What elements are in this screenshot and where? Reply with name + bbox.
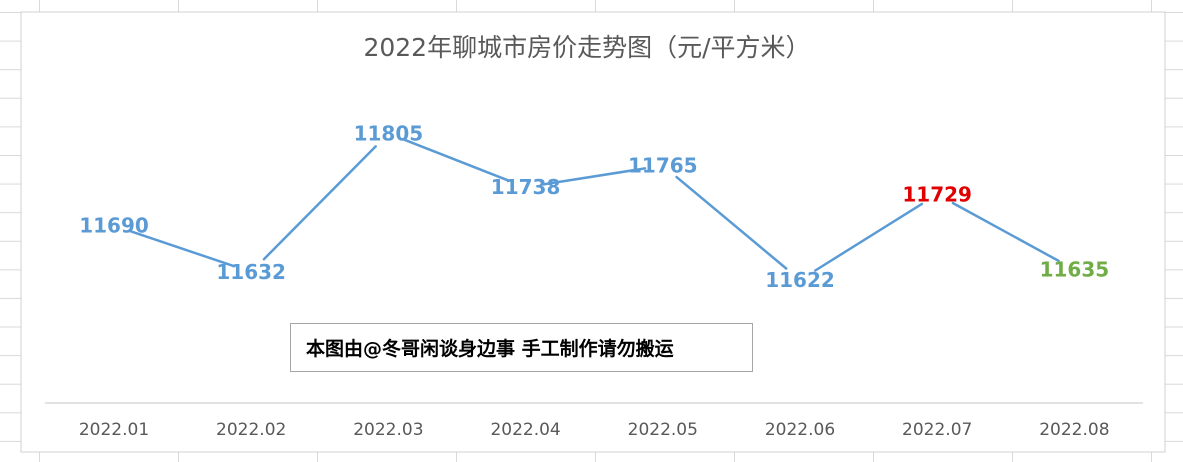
series-line-segment (675, 175, 788, 270)
data-label: 11632 (216, 260, 286, 284)
x-tick-label: 2022.08 (1039, 420, 1109, 440)
data-label: 11805 (354, 122, 424, 146)
series-line-segment (262, 145, 377, 261)
watermark-text: 本图由@冬哥闲谈身边事 手工制作请勿搬运 (306, 338, 674, 360)
x-tick-label: 2022.04 (490, 420, 560, 440)
chart-area (20, 11, 1166, 453)
data-label: 11729 (902, 182, 972, 206)
x-tick-label: 2022.01 (79, 420, 149, 440)
data-label: 11690 (79, 214, 149, 238)
x-tick-label: 2022.02 (216, 420, 286, 440)
data-label: 11622 (765, 268, 835, 292)
series-line-segment (951, 201, 1060, 263)
x-tick-labels: 2022.01 2022.02 2022.03 2022.04 2022.05 2022.… (79, 420, 1110, 440)
series-layer (129, 138, 1060, 272)
data-label: 11765 (628, 154, 698, 178)
data-label: 11635 (1040, 258, 1110, 282)
series-line-segment (814, 202, 924, 272)
watermark-box: 本图由@冬哥闲谈身边事 手工制作请勿搬运 (290, 323, 753, 372)
data-label: 11738 (491, 175, 561, 199)
chart-title: 2022年聊城市房价走势图（元/平方米） (363, 33, 810, 62)
series-line-segment (129, 230, 236, 268)
x-tick-label: 2022.05 (628, 420, 698, 440)
x-tick-label: 2022.06 (765, 420, 835, 440)
series-line-segment (403, 138, 511, 182)
series-line-segment (542, 167, 647, 186)
x-tick-label: 2022.03 (353, 420, 423, 440)
data-labels: 11690 11632 11805 11738 11765 11622 11729 11635 (79, 122, 1109, 292)
x-tick-label: 2022.07 (902, 420, 972, 440)
